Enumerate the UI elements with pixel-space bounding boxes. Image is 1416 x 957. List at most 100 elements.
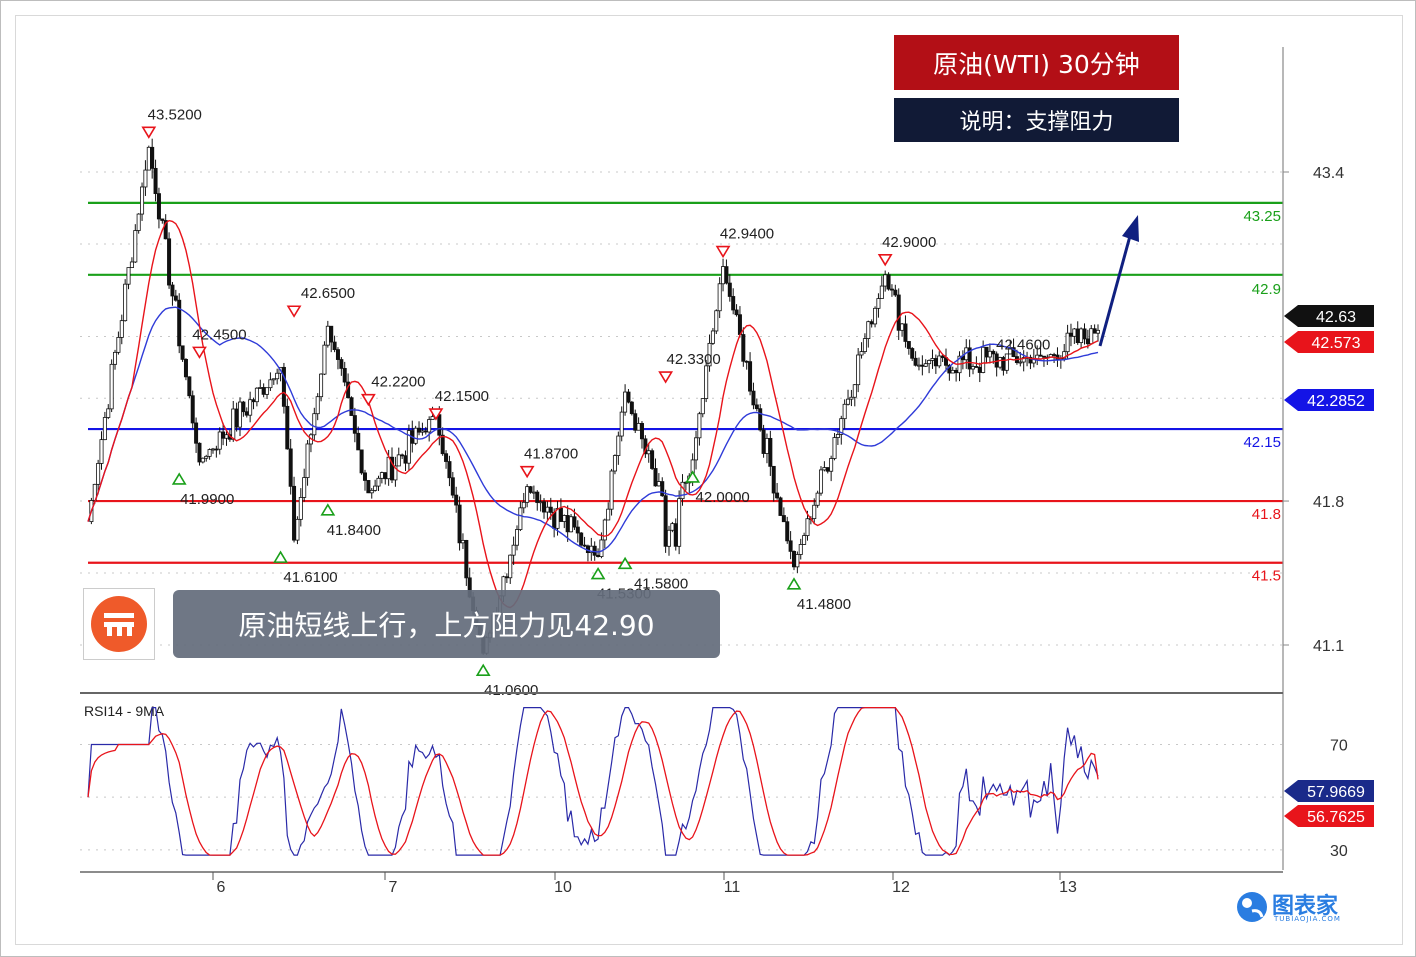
candle-body xyxy=(514,529,519,546)
level-label: 42.15 xyxy=(1243,434,1281,451)
candle-body xyxy=(302,477,307,498)
rsi-title: RSI14 - 9MA xyxy=(84,703,165,719)
x-tick-label: 13 xyxy=(1059,879,1077,896)
x-tick-label: 10 xyxy=(554,879,572,896)
forecast-arrow-line xyxy=(1098,235,1132,347)
rsi-line xyxy=(87,707,1099,856)
candle-body xyxy=(602,519,607,541)
level-label: 41.8 xyxy=(1252,506,1281,523)
candle-body xyxy=(724,266,729,284)
swing-low-marker xyxy=(685,470,701,483)
ma-layer xyxy=(87,215,1139,609)
candle-body xyxy=(677,498,682,547)
candle-body xyxy=(967,347,972,370)
candle-body xyxy=(788,540,793,552)
ma-slow-line xyxy=(87,306,1099,553)
chart-subtitle: 说明：支撑阻力 xyxy=(894,98,1179,142)
candle-body xyxy=(359,449,364,474)
price-tag-bg xyxy=(1284,389,1374,411)
watermark-logo: 图表家 TUBIAOJIA.COM xyxy=(1232,887,1372,929)
swing-low-marker xyxy=(171,472,187,485)
candle-body xyxy=(383,472,388,480)
candle-body xyxy=(741,334,746,362)
candle-body xyxy=(869,321,874,325)
y-tick-label: 41.8 xyxy=(1313,494,1344,511)
candle-body xyxy=(633,413,638,431)
candle-body xyxy=(386,456,391,480)
candle-body xyxy=(721,266,726,285)
candle-body xyxy=(775,492,780,499)
candle-body xyxy=(937,355,942,367)
candle-body xyxy=(187,376,192,397)
candle-body xyxy=(667,529,672,547)
price-tag-bg xyxy=(1284,331,1374,353)
level-label: 42.9 xyxy=(1252,281,1281,298)
candle-body xyxy=(143,169,148,188)
rsi-tag: 57.9669 xyxy=(1284,780,1374,802)
candle-body xyxy=(167,238,172,286)
candle-body xyxy=(812,504,817,519)
swing-high-label: 42.1500 xyxy=(435,388,489,405)
candle-body xyxy=(1096,329,1101,334)
candle-body xyxy=(873,307,878,325)
candle-body xyxy=(288,448,293,487)
rsi-tick-label: 70 xyxy=(1330,738,1348,755)
swing-layer: 43.5200 41.9900 42.4500 41.6100 42.6500 41.84… xyxy=(141,106,1050,699)
swing-high-label: 42.4500 xyxy=(192,326,246,343)
candle-body xyxy=(535,491,540,503)
candle-body xyxy=(160,218,165,221)
annotation-label: 42.4600 xyxy=(996,336,1050,353)
y-tick-label: 41.1 xyxy=(1313,638,1344,655)
candle-body xyxy=(656,481,661,487)
candle-body xyxy=(1068,332,1073,337)
candle-body xyxy=(454,494,459,506)
candle-body xyxy=(295,518,300,541)
candle-body xyxy=(1085,338,1090,345)
candle-body xyxy=(281,366,286,407)
candle-body xyxy=(771,465,776,494)
candle-body xyxy=(653,468,658,487)
swing-high-label: 42.2200 xyxy=(371,374,425,391)
candle-body xyxy=(417,427,422,433)
swing-high-marker xyxy=(877,254,893,267)
candle-body xyxy=(298,497,303,520)
swing-high-label: 42.3300 xyxy=(667,351,721,368)
candle-body xyxy=(791,550,796,568)
candle-body xyxy=(1075,328,1080,344)
candle-body xyxy=(460,539,465,544)
price-tag-label: 42.573 xyxy=(1312,335,1361,352)
candle-body xyxy=(339,359,344,369)
candle-body xyxy=(356,432,361,451)
candle-body xyxy=(194,422,199,444)
candle-body xyxy=(444,453,449,462)
chart-panel xyxy=(15,15,1403,945)
candle-body xyxy=(241,401,246,413)
candle-body xyxy=(940,355,945,359)
candle-body xyxy=(538,501,543,504)
candle-body xyxy=(927,360,932,365)
price-tag-ma_slow: 42.2852 xyxy=(1284,389,1374,411)
candle-body xyxy=(210,448,215,451)
candle-body xyxy=(650,450,655,469)
candle-body xyxy=(883,274,888,287)
candle-body xyxy=(102,417,107,441)
candle-body xyxy=(400,454,405,457)
candle-body xyxy=(450,477,455,496)
candle-body xyxy=(920,364,925,367)
price-tag-last: 42.63 xyxy=(1284,305,1374,327)
candle-body xyxy=(207,449,212,457)
candle-body xyxy=(528,486,533,493)
candle-body xyxy=(457,504,462,544)
candle-body xyxy=(1089,328,1094,345)
candle-body xyxy=(177,299,182,347)
swing-low-label: 41.6100 xyxy=(283,569,337,586)
candle-body xyxy=(285,405,290,450)
candle-body xyxy=(335,349,340,360)
candle-body xyxy=(146,146,151,171)
candle-body xyxy=(396,454,401,467)
candle-body xyxy=(555,507,560,529)
candle-body xyxy=(758,408,763,431)
candle-body xyxy=(319,373,324,398)
candle-body xyxy=(737,314,742,335)
